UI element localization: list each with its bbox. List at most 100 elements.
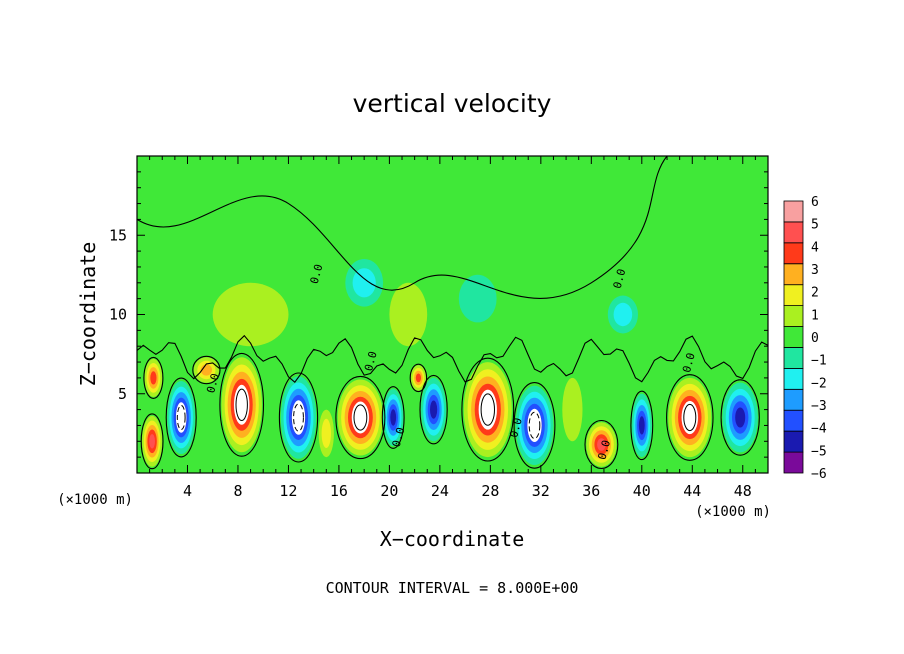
colorbar-tick-label: −5 — [811, 444, 827, 459]
velocity-cell — [221, 357, 262, 453]
colorbar-tick-label: 5 — [811, 218, 819, 233]
zero-contour — [192, 355, 221, 385]
colorbar-swatch — [783, 430, 804, 453]
colorbar-swatch — [783, 263, 804, 286]
velocity-cell — [631, 393, 652, 458]
velocity-level — [352, 268, 376, 298]
velocity-level — [562, 377, 583, 442]
contour-interval-note: CONTOUR INTERVAL = 8.000E+00 — [326, 579, 579, 597]
colorbar-swatch — [783, 451, 804, 474]
contour-label: 0.0 — [390, 426, 408, 449]
x-tick-label: 40 — [633, 482, 651, 500]
colorbar-tick-label: −6 — [811, 467, 827, 482]
contour-label: 0.0 — [507, 416, 525, 439]
zero-contour — [513, 382, 556, 469]
velocity-cell — [562, 377, 583, 442]
zero-contour — [137, 334, 768, 384]
x-tick-label: 44 — [683, 482, 701, 500]
contour-line — [683, 403, 697, 432]
colorbar-tick-label: −1 — [811, 354, 827, 369]
velocity-cell — [389, 282, 428, 347]
velocity-level — [149, 434, 156, 449]
contour-line — [293, 403, 304, 432]
x-unit-right: (×1000 m) — [695, 504, 771, 520]
zero-contour — [137, 156, 668, 299]
y-tick-label: 10 — [109, 306, 127, 324]
zero-contour — [409, 363, 428, 393]
velocity-cell — [458, 274, 497, 323]
velocity-level — [638, 416, 645, 435]
zero-contour — [140, 413, 164, 470]
velocity-level — [150, 371, 157, 385]
x-tick-label: 8 — [233, 482, 242, 500]
velocity-level — [735, 407, 746, 428]
colorbar: 6 5 4 3 2 1 0 −1 −2 −3 −4 −5 −6 — [783, 195, 827, 482]
x-unit-left: (×1000 m) — [57, 492, 133, 508]
colorbar-swatch — [783, 284, 804, 307]
velocity-level — [390, 409, 397, 426]
zero-contour — [419, 374, 448, 445]
velocity-level — [597, 438, 606, 451]
velocity-peak — [234, 384, 250, 425]
chart-title: vertical velocity — [353, 89, 552, 118]
contour-label: 0.0 — [204, 372, 222, 395]
colorbar-swatch — [783, 242, 804, 265]
velocity-peak — [478, 389, 497, 430]
velocity-level — [613, 302, 633, 327]
velocity-cell — [586, 422, 617, 467]
velocity-cell — [167, 381, 196, 454]
colorbar-tick-label: −4 — [811, 422, 827, 437]
velocity-cell — [607, 295, 639, 334]
contour-label: 0.0 — [308, 263, 326, 286]
colorbar-swatch — [783, 305, 804, 327]
colorbar-tick-label: −3 — [811, 399, 827, 414]
velocity-cell — [142, 415, 163, 467]
velocity-peak — [681, 400, 698, 435]
colorbar-tick-label: 4 — [811, 240, 819, 255]
velocity-cell — [515, 385, 554, 465]
zero-contour — [143, 356, 164, 399]
y-axis: 5 10 15 — [109, 171, 768, 458]
contour-lines: 0.0 0.0 0.0 0.0 0.0 0.0 0.0 0.0 — [137, 156, 768, 470]
contour-line — [528, 411, 541, 439]
colorbar-tick-label: −2 — [811, 376, 827, 391]
zero-contour — [165, 377, 197, 458]
zero-contour — [630, 390, 654, 461]
colorbar-swatch — [783, 388, 804, 411]
velocity-level — [321, 418, 331, 448]
velocity-cell — [212, 282, 289, 347]
x-tick-label: 28 — [481, 482, 499, 500]
y-tick-label: 15 — [109, 226, 127, 244]
zero-contour — [666, 374, 714, 461]
zero-contour — [278, 372, 319, 463]
x-tick-label: 16 — [330, 482, 348, 500]
contour-label: 0.0 — [611, 267, 629, 290]
velocity-level — [212, 282, 289, 347]
velocity-cell — [144, 358, 163, 397]
colorbar-swatch — [783, 347, 804, 369]
zero-contour — [720, 379, 760, 456]
contour-label: 0.0 — [680, 351, 698, 374]
colorbar-swatch — [783, 409, 804, 432]
velocity-cell — [463, 362, 512, 458]
zero-contour — [461, 357, 515, 462]
zero-contour — [584, 419, 619, 470]
velocity-level — [389, 282, 428, 347]
velocity-cell — [722, 382, 758, 453]
colorbar-tick-label: 0 — [811, 331, 819, 346]
contour-line — [235, 388, 248, 421]
velocity-cell — [337, 379, 384, 456]
velocity-cell — [668, 377, 712, 458]
contour-line — [480, 393, 495, 426]
y-axis-title: Z−coordinate — [76, 242, 100, 387]
velocity-cell — [383, 389, 404, 446]
x-axis: 4 8 12 16 20 24 28 32 36 40 44 48 — [149, 156, 756, 500]
zero-contour — [219, 352, 265, 457]
velocity-level — [458, 274, 497, 323]
colorbar-tick-label: 3 — [811, 263, 819, 278]
contour-line — [353, 404, 368, 431]
contour-line — [176, 405, 186, 430]
velocity-level — [415, 373, 421, 383]
colorbar-swatch — [783, 221, 804, 244]
